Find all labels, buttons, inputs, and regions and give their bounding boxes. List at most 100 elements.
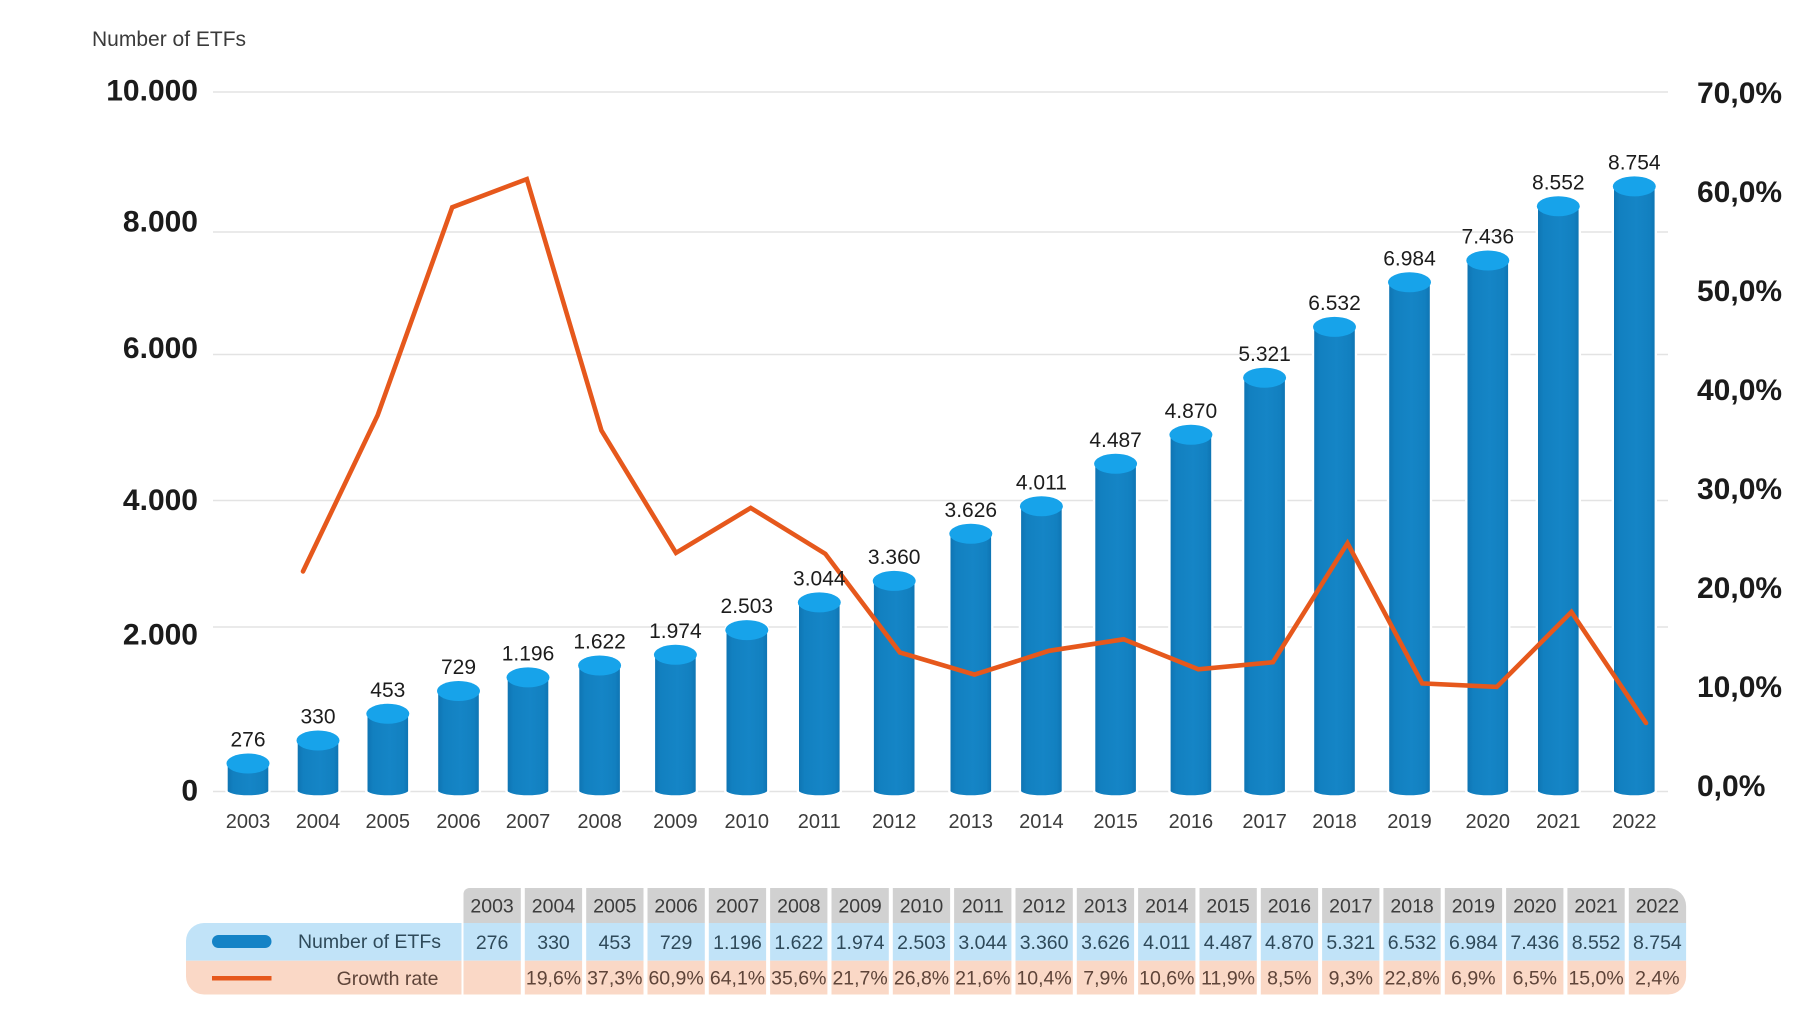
svg-text:10,0%: 10,0% [1697,671,1782,704]
svg-text:2009: 2009 [838,895,881,917]
svg-text:6.532: 6.532 [1388,932,1437,954]
svg-text:2011: 2011 [798,811,841,833]
svg-text:2014: 2014 [1145,895,1189,917]
svg-text:2006: 2006 [436,811,481,833]
svg-text:9,3%: 9,3% [1329,968,1373,990]
svg-text:2015: 2015 [1093,811,1138,833]
svg-text:2.000: 2.000 [123,619,198,652]
svg-text:2.503: 2.503 [721,595,774,618]
svg-text:6.000: 6.000 [123,332,198,365]
svg-text:1.974: 1.974 [649,620,702,643]
svg-text:5.321: 5.321 [1326,932,1375,954]
svg-text:26,8%: 26,8% [894,968,949,990]
svg-text:3.626: 3.626 [945,499,998,522]
svg-text:3.044: 3.044 [793,568,846,591]
svg-text:2005: 2005 [366,811,411,833]
svg-text:37,3%: 37,3% [587,968,642,990]
svg-text:4.000: 4.000 [123,484,198,517]
svg-text:4.870: 4.870 [1265,932,1314,954]
svg-text:10,6%: 10,6% [1139,968,1194,990]
svg-text:0,0%: 0,0% [1697,770,1765,803]
svg-text:2006: 2006 [654,895,697,917]
svg-text:2019: 2019 [1452,895,1495,917]
svg-text:2016: 2016 [1268,895,1311,917]
svg-text:2018: 2018 [1390,895,1433,917]
svg-text:3.626: 3.626 [1081,932,1130,954]
svg-text:2016: 2016 [1169,811,1214,833]
svg-text:21,6%: 21,6% [955,968,1010,990]
svg-text:2020: 2020 [1466,811,1511,833]
svg-text:2004: 2004 [296,811,341,833]
svg-text:2005: 2005 [593,895,637,917]
svg-text:70,0%: 70,0% [1697,77,1782,110]
svg-text:8.552: 8.552 [1532,171,1585,194]
svg-text:2017: 2017 [1242,811,1287,833]
svg-text:4.487: 4.487 [1089,429,1142,452]
svg-text:6.984: 6.984 [1383,247,1436,270]
svg-text:60,9%: 60,9% [648,968,703,990]
svg-text:2012: 2012 [872,811,917,833]
svg-text:0: 0 [181,775,198,808]
svg-text:276: 276 [230,729,265,752]
svg-text:19,6%: 19,6% [526,968,581,990]
svg-text:5.321: 5.321 [1238,343,1291,366]
svg-text:3.360: 3.360 [868,546,921,569]
svg-text:2003: 2003 [226,811,271,833]
svg-text:8.552: 8.552 [1572,932,1621,954]
svg-text:2015: 2015 [1206,895,1250,917]
svg-text:2012: 2012 [1022,895,1065,917]
svg-text:2010: 2010 [725,811,770,833]
svg-text:6,5%: 6,5% [1513,968,1557,990]
svg-text:4.487: 4.487 [1204,932,1253,954]
svg-text:2019: 2019 [1387,811,1432,833]
svg-text:2007: 2007 [506,811,551,833]
svg-text:21,7%: 21,7% [832,968,887,990]
svg-text:4.011: 4.011 [1143,932,1190,954]
svg-text:8.000: 8.000 [123,206,198,239]
svg-text:729: 729 [660,932,693,954]
svg-text:Number of ETFs: Number of ETFs [92,28,246,51]
svg-text:3.044: 3.044 [958,932,1007,954]
svg-text:11,9%: 11,9% [1201,968,1255,990]
svg-text:2018: 2018 [1312,811,1357,833]
svg-text:8,5%: 8,5% [1267,968,1311,990]
svg-text:2020: 2020 [1513,895,1557,917]
svg-text:2004: 2004 [532,895,576,917]
svg-text:8.754: 8.754 [1608,152,1661,175]
svg-text:6.532: 6.532 [1308,292,1361,315]
svg-text:6.984: 6.984 [1449,932,1498,954]
svg-text:30,0%: 30,0% [1697,473,1782,506]
svg-text:64,1%: 64,1% [710,968,765,990]
svg-text:330: 330 [537,932,570,954]
svg-text:453: 453 [370,679,405,702]
svg-text:Growth rate: Growth rate [337,968,439,990]
svg-text:2010: 2010 [900,895,944,917]
svg-text:2.503: 2.503 [897,932,946,954]
svg-text:453: 453 [599,932,632,954]
svg-text:2013: 2013 [1084,895,1127,917]
svg-text:1.196: 1.196 [502,643,555,666]
svg-text:2007: 2007 [716,895,759,917]
svg-text:7.436: 7.436 [1510,932,1559,954]
svg-text:2021: 2021 [1574,895,1617,917]
svg-text:1.622: 1.622 [573,631,626,654]
svg-text:60,0%: 60,0% [1697,176,1782,209]
svg-text:2021: 2021 [1536,811,1581,833]
svg-text:2008: 2008 [577,811,622,833]
svg-text:8.754: 8.754 [1633,932,1682,954]
svg-text:2014: 2014 [1019,811,1064,833]
svg-text:1.196: 1.196 [713,932,762,954]
svg-text:3.360: 3.360 [1020,932,1069,954]
svg-text:15,0%: 15,0% [1568,968,1623,990]
svg-text:4.870: 4.870 [1165,400,1218,423]
svg-text:2,4%: 2,4% [1635,968,1679,990]
svg-text:35,6%: 35,6% [771,968,826,990]
svg-text:6,9%: 6,9% [1451,968,1495,990]
svg-text:2013: 2013 [949,811,994,833]
svg-text:50,0%: 50,0% [1697,275,1782,308]
svg-text:2022: 2022 [1636,895,1679,917]
svg-text:2009: 2009 [653,811,698,833]
svg-text:2022: 2022 [1612,811,1657,833]
svg-text:7,9%: 7,9% [1083,968,1127,990]
svg-text:20,0%: 20,0% [1697,572,1782,605]
